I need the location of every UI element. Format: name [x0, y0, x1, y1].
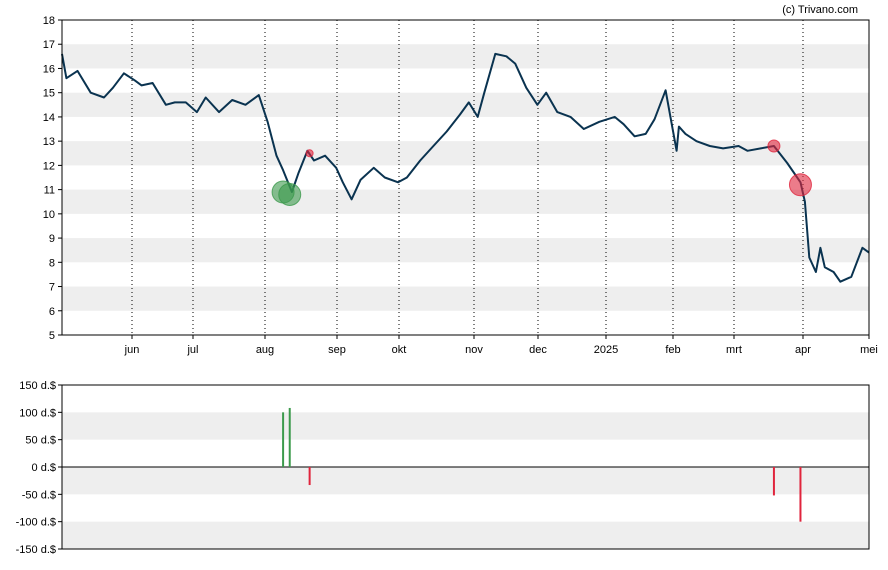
price-y-tick-label: 13: [43, 136, 55, 148]
volume-panel-frame: [61, 384, 870, 550]
volume-y-tick-label: 0 d.$: [32, 462, 56, 474]
price-y-tick-label: 17: [43, 39, 55, 51]
trade-marker-buy: [278, 182, 302, 206]
price-panel-frame: [61, 19, 870, 336]
price-y-tick-label: 12: [43, 160, 55, 172]
price-y-tick-label: 7: [49, 282, 55, 294]
price-x-tick-label: jul: [186, 344, 198, 356]
price-band: [62, 286, 869, 311]
price-x-tick-label: mei: [860, 344, 878, 356]
price-y-tick-label: 15: [43, 88, 55, 100]
volume-band: [62, 521, 869, 549]
price-x-tick-label: 2025: [594, 344, 618, 356]
price-band: [62, 44, 869, 69]
volume-y-axis-ticks: 150 d.$ 100 d.$ 50 d.$ 0 d.$ -50 d.$ -100 d.$…: [16, 380, 62, 556]
volume-y-tick-label: 150 d.$: [19, 380, 56, 392]
price-x-tick-label: apr: [795, 344, 811, 356]
price-x-axis-ticks: jun jul aug sep okt nov dec 2025 feb mrt apr mei: [124, 335, 878, 356]
price-x-tick-label: okt: [392, 344, 407, 356]
price-y-tick-label: 10: [43, 209, 55, 221]
volume-y-tick-label: 100 d.$: [19, 407, 56, 419]
price-x-tick-label: aug: [256, 344, 274, 356]
price-x-tick-label: sep: [328, 344, 346, 356]
volume-band: [62, 412, 869, 440]
volume-bars: [282, 407, 802, 522]
price-band: [62, 92, 869, 117]
price-y-tick-label: 14: [43, 112, 55, 124]
price-x-tick-label: feb: [665, 344, 680, 356]
volume-band: [62, 467, 869, 495]
trade-marker-sell: [767, 139, 781, 153]
volume-y-tick-label: -100 d.$: [16, 517, 56, 529]
price-y-tick-label: 16: [43, 63, 55, 75]
price-x-tick-label: mrt: [726, 344, 742, 356]
volume-y-tick-label: 50 d.$: [25, 435, 56, 447]
price-y-tick-label: 8: [49, 257, 55, 269]
price-x-tick-label: dec: [529, 344, 547, 356]
price-y-tick-label: 9: [49, 233, 55, 245]
price-line-series: [61, 52, 870, 283]
price-band: [62, 189, 869, 214]
trade-markers: [271, 139, 812, 206]
watermark-text: (c) Trivano.com: [782, 4, 858, 16]
price-y-tick-label: 5: [49, 330, 55, 342]
trade-marker-sell: [788, 173, 812, 197]
price-panel-bands: [62, 44, 869, 311]
price-band: [62, 238, 869, 263]
price-x-tick-label: nov: [465, 344, 483, 356]
price-y-tick-label: 11: [44, 185, 55, 197]
trade-marker-sell: [305, 149, 314, 158]
price-y-axis-ticks: 5 6 7 8 9 10 11 12 13 14 15 16 17 18: [43, 15, 62, 342]
price-band: [62, 141, 869, 166]
price-y-tick-label: 6: [49, 306, 55, 318]
volume-panel-bands: [62, 412, 869, 549]
volume-y-tick-label: -150 d.$: [16, 544, 56, 556]
volume-y-tick-label: -50 d.$: [22, 489, 56, 501]
price-x-tick-label: jun: [124, 344, 140, 356]
price-y-tick-label: 18: [43, 15, 55, 27]
